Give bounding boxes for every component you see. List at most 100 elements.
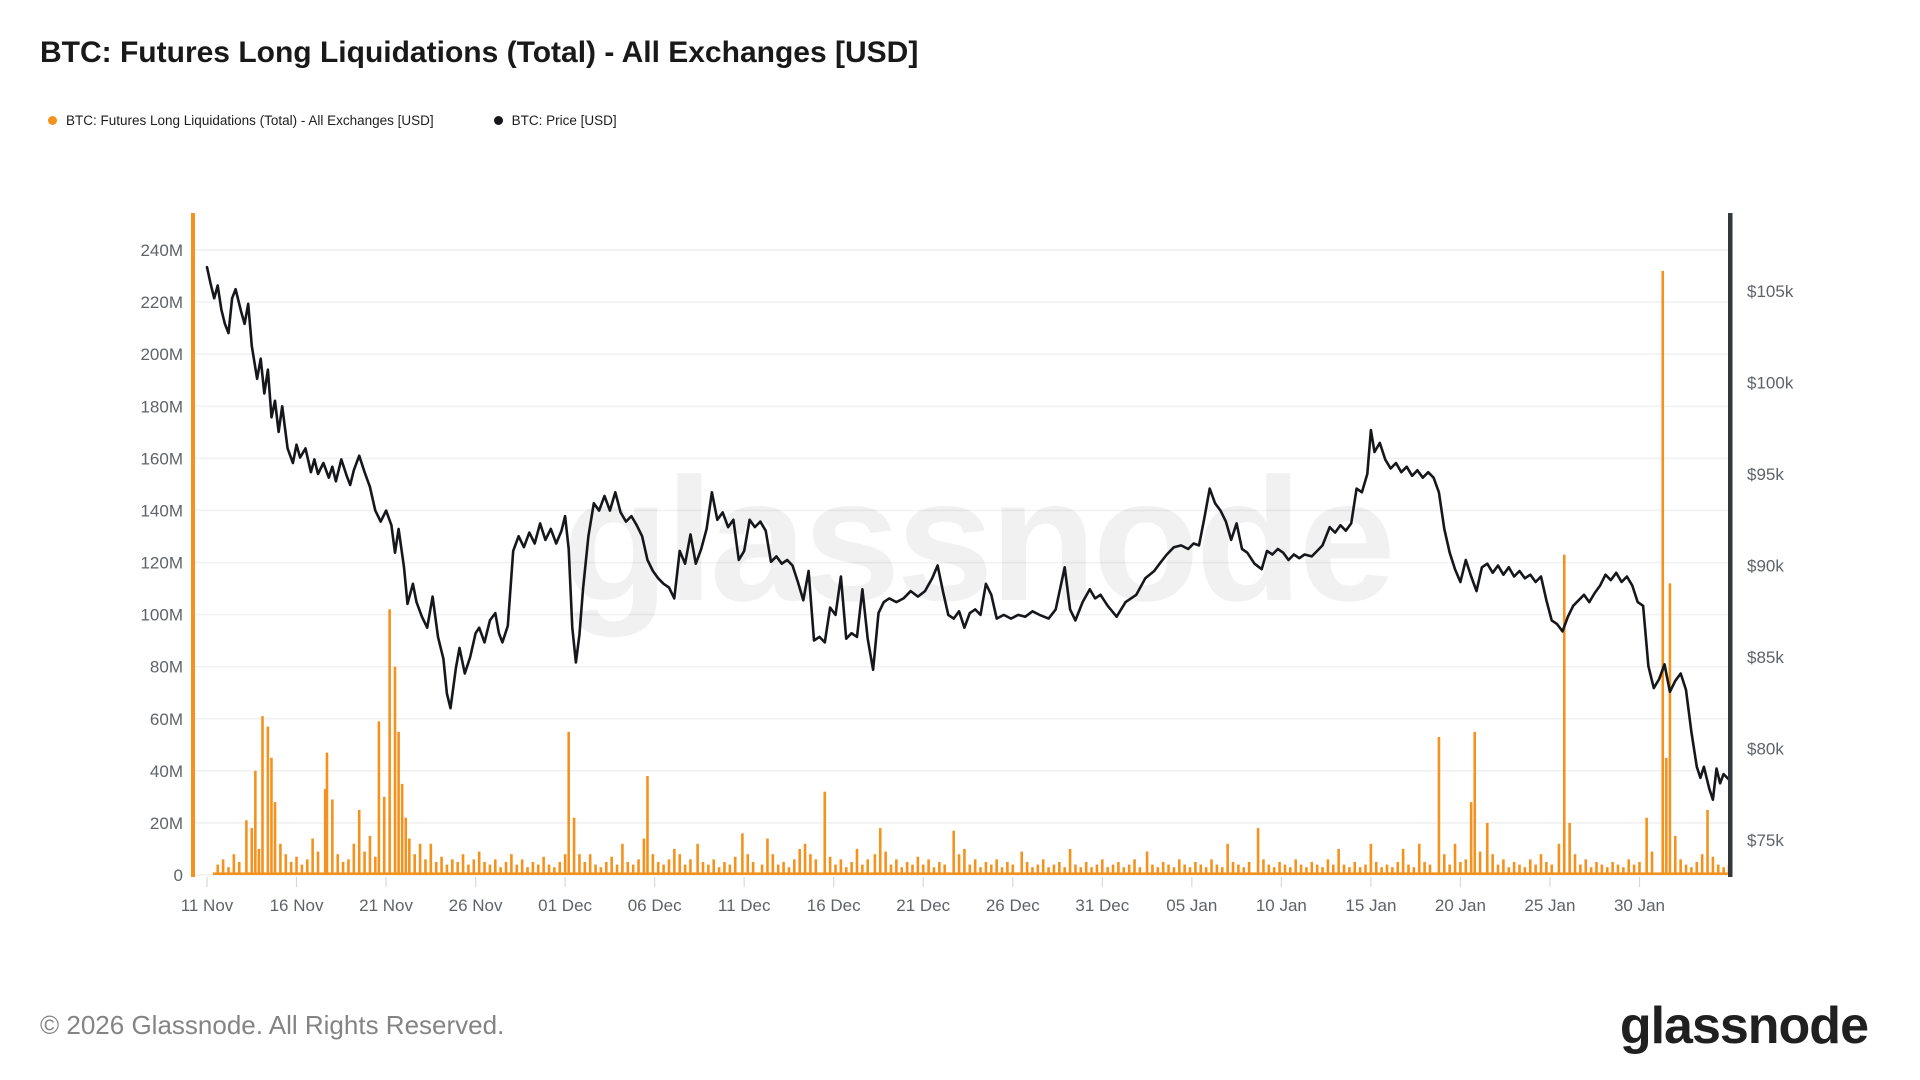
liquidation-bar <box>1272 867 1276 875</box>
liquidation-bar <box>1294 859 1297 875</box>
liquidation-bar <box>429 843 433 875</box>
liquidation-bar <box>1423 861 1426 875</box>
liquidation-bar <box>1380 867 1383 875</box>
liquidation-bar <box>547 864 551 875</box>
liquidation-bar <box>1156 867 1160 875</box>
liquidation-bar <box>493 859 497 875</box>
liquidation-bar <box>673 848 676 875</box>
liquidation-bar <box>1632 864 1636 875</box>
x-axis-tick-label: 30 Jan <box>1614 896 1665 915</box>
liquidation-bar <box>273 802 277 875</box>
left-axis-tick-label: 160M <box>140 449 183 468</box>
liquidation-bar <box>626 861 630 875</box>
left-axis-labels: 0 20M 40M 60M 80M 100M 120M 140M 160M 180M 200M 220… <box>140 241 183 885</box>
liquidation-bar <box>461 854 465 875</box>
liquidation-bar <box>1348 867 1351 875</box>
x-axis-tick-label: 20 Jan <box>1435 896 1486 915</box>
liquidation-bar <box>1512 861 1516 875</box>
liquidation-bar <box>558 861 562 875</box>
liquidation-bar <box>839 859 843 875</box>
chart-legend: BTC: Futures Long Liquidations (Total) -… <box>48 113 677 128</box>
liquidation-bar <box>979 867 982 875</box>
liquidation-bar <box>227 867 230 875</box>
liquidation-bar <box>760 864 764 875</box>
liquidation-bar <box>1188 867 1192 875</box>
liquidation-bar <box>1443 854 1446 875</box>
liquidation-bar <box>1407 864 1410 875</box>
legend-label-price: BTC: Price [USD] <box>511 113 617 128</box>
liquidation-bar <box>782 861 785 875</box>
liquidation-bar <box>900 867 904 875</box>
liquidation-bar <box>1310 861 1314 875</box>
left-axis-tick-label: 180M <box>140 397 183 416</box>
liquidation-bar <box>927 859 930 875</box>
left-axis-spine <box>191 213 195 877</box>
legend-dot-orange-icon <box>48 116 57 125</box>
x-axis-tick-label: 16 Nov <box>270 896 324 915</box>
liquidation-bar <box>451 859 454 875</box>
liquidation-bar <box>526 867 529 875</box>
liquidation-bar <box>1101 859 1104 875</box>
liquidation-bar <box>741 833 744 875</box>
liquidation-bar <box>1684 864 1688 875</box>
liquidation-bar <box>1469 802 1473 875</box>
x-axis-tick-label: 25 Jan <box>1524 896 1575 915</box>
liquidation-bar <box>1305 867 1308 875</box>
liquidation-bar <box>1358 867 1362 875</box>
liquidation-bar <box>1079 867 1083 875</box>
liquidation-bar <box>1374 861 1378 875</box>
liquidation-bar <box>1090 867 1093 875</box>
liquidation-bar <box>1167 864 1170 875</box>
liquidation-bar <box>1528 859 1532 875</box>
liquidation-bar <box>1247 861 1251 875</box>
liquidation-bar <box>610 856 613 875</box>
liquidation-bar <box>642 838 646 875</box>
liquidation-bar <box>388 609 391 875</box>
legend-item-price[interactable]: BTC: Price [USD] <box>493 113 617 128</box>
liquidation-bar <box>1485 822 1489 875</box>
liquidation-bar <box>651 854 655 875</box>
liquidation-bar <box>1638 861 1641 875</box>
liquidation-bar <box>1627 859 1631 875</box>
liquidation-bar <box>331 799 334 875</box>
price-line-series[interactable] <box>205 265 1731 801</box>
liquidation-bar <box>1401 848 1405 875</box>
liquidation-bar <box>615 864 619 875</box>
liquidation-bar <box>1716 864 1720 875</box>
liquidation-bar <box>1502 859 1505 875</box>
liquidation-bar <box>1127 864 1131 875</box>
liquidation-bar <box>363 851 366 875</box>
liquidation-bar <box>382 796 386 875</box>
liquidation-bar <box>984 861 988 875</box>
liquidation-bar <box>393 666 397 875</box>
right-axis-tick-label: $75k <box>1747 831 1784 850</box>
liquidation-bar <box>578 854 581 875</box>
liquidation-bar <box>1095 864 1099 875</box>
liquidation-bar <box>467 864 470 875</box>
liquidation-bar <box>1006 861 1009 875</box>
liquidation-bar <box>1353 861 1357 875</box>
legend-item-liquidations[interactable]: BTC: Futures Long Liquidations (Total) -… <box>48 113 434 128</box>
liquidation-bar <box>261 716 264 875</box>
liquidation-bar <box>689 859 692 875</box>
right-axis-tick-label: $100k <box>1747 374 1794 393</box>
liquidation-bar <box>1473 731 1477 875</box>
liquidation-bar <box>572 817 576 875</box>
liquidation-bar <box>1331 864 1335 875</box>
left-axis-tick-label: 60M <box>150 710 183 729</box>
liquidation-bar <box>536 864 540 875</box>
x-axis-tick-label: 21 Nov <box>359 896 413 915</box>
liquidation-bar <box>873 854 877 875</box>
liquidation-bars-series[interactable] <box>212 270 1731 875</box>
liquidation-bar <box>1464 859 1468 875</box>
liquidation-bar <box>567 731 571 875</box>
liquidation-bar <box>1237 864 1240 875</box>
liquidation-bar <box>583 861 587 875</box>
liquidation-bar <box>1231 861 1235 875</box>
liquidation-bar <box>637 859 640 875</box>
liquidation-bar <box>510 854 513 875</box>
liquidation-bar <box>1385 864 1389 875</box>
liquidation-bar <box>921 864 925 875</box>
liquidation-bar <box>696 843 699 875</box>
